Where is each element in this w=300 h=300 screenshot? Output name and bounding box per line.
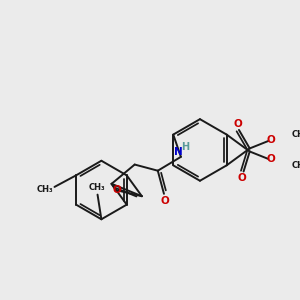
Text: CH₃: CH₃ [292, 130, 300, 139]
Text: O: O [238, 173, 246, 183]
Text: CH₃: CH₃ [88, 183, 105, 192]
Text: H: H [182, 142, 190, 152]
Text: CH₃: CH₃ [37, 185, 54, 194]
Text: O: O [160, 196, 169, 206]
Text: O: O [112, 185, 121, 195]
Text: O: O [267, 154, 276, 164]
Text: O: O [234, 119, 242, 129]
Text: O: O [267, 135, 276, 145]
Text: CH₃: CH₃ [292, 161, 300, 170]
Text: N: N [174, 147, 183, 157]
